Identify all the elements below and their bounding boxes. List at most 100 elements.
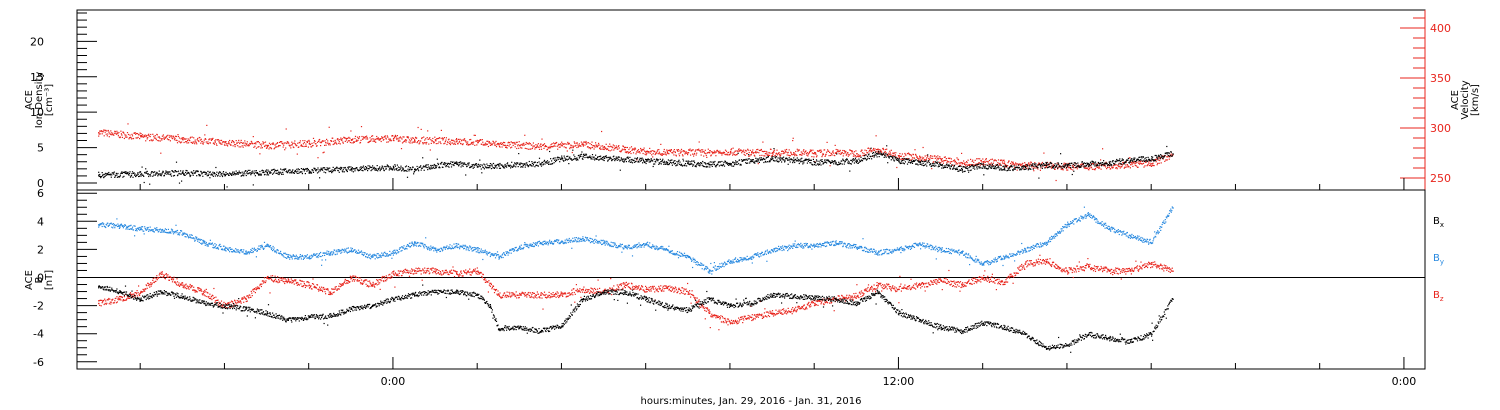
density-point	[623, 161, 625, 163]
density-point	[821, 161, 824, 163]
by-point	[152, 229, 154, 231]
velocity-point	[710, 154, 712, 156]
density-point	[479, 166, 481, 168]
velocity-point	[955, 162, 958, 164]
density-point	[947, 165, 949, 167]
density-point	[1056, 164, 1058, 166]
velocity-point	[230, 144, 232, 146]
by-point	[101, 222, 103, 224]
density-point	[948, 165, 950, 167]
velocity-point	[942, 160, 944, 162]
velocity-point	[208, 139, 210, 141]
velocity-point	[232, 140, 234, 142]
velocity-point	[959, 162, 961, 164]
velocity-point	[1003, 159, 1005, 161]
by-point	[369, 257, 371, 259]
density-point	[1095, 163, 1097, 165]
velocity-point	[307, 146, 309, 148]
velocity-point	[639, 152, 641, 154]
by-point	[273, 249, 275, 251]
density-point	[304, 173, 306, 175]
velocity-point	[1108, 166, 1110, 168]
density-point	[173, 174, 176, 177]
density-point	[262, 171, 264, 174]
velocity-point	[1159, 157, 1161, 159]
density-point	[768, 160, 771, 162]
density-data-point	[140, 173, 142, 176]
velocity-point	[883, 149, 885, 151]
by-point	[147, 226, 149, 229]
velocity-point	[676, 149, 678, 151]
velocity-point	[352, 138, 354, 140]
velocity-data-point	[624, 149, 626, 151]
density-point	[1122, 159, 1124, 161]
density-point	[531, 161, 533, 163]
velocity-point	[171, 137, 173, 139]
velocity-point	[808, 151, 810, 153]
velocity-point	[813, 156, 815, 158]
velocity-point	[689, 149, 691, 151]
velocity-point	[206, 124, 208, 126]
density-point	[704, 166, 706, 168]
velocity-point	[199, 139, 201, 141]
velocity-point	[168, 139, 170, 141]
velocity-point	[792, 137, 794, 139]
by-point	[287, 255, 289, 257]
by-point	[146, 229, 148, 231]
velocity-point	[167, 134, 169, 136]
density-point	[728, 163, 730, 165]
density-point	[724, 161, 727, 163]
density-point	[566, 159, 568, 161]
by-point	[134, 225, 136, 227]
density-point	[731, 165, 733, 167]
density-point	[682, 158, 684, 160]
velocity-point	[1001, 159, 1003, 161]
velocity-point	[495, 140, 497, 142]
velocity-point	[328, 126, 330, 128]
density-point	[995, 168, 997, 170]
by-point	[99, 224, 101, 226]
density-point	[213, 172, 215, 174]
by-point	[176, 232, 178, 234]
density-point	[603, 159, 605, 162]
density-point	[1094, 161, 1097, 163]
density-point	[786, 158, 788, 160]
by-point	[312, 255, 314, 257]
density-data-point	[561, 158, 563, 160]
velocity-point	[870, 151, 872, 153]
velocity-data-point	[1130, 164, 1132, 166]
density-point	[779, 156, 781, 158]
density-point	[169, 174, 171, 176]
density-point	[657, 159, 659, 161]
velocity-point	[443, 137, 445, 139]
by-point	[138, 228, 140, 230]
density-point	[592, 158, 594, 160]
velocity-point	[637, 151, 639, 153]
density-point	[953, 164, 956, 166]
density-point	[381, 165, 383, 167]
density-point	[487, 165, 489, 167]
velocity-point	[161, 135, 163, 137]
velocity-point	[689, 148, 691, 150]
by-point	[229, 247, 231, 249]
density-point	[218, 172, 220, 174]
density-point	[733, 165, 735, 167]
velocity-point	[754, 155, 756, 157]
density-point	[159, 174, 161, 176]
velocity-point	[239, 141, 241, 143]
density-point	[319, 170, 321, 172]
density-point	[623, 160, 625, 162]
density-point	[160, 173, 162, 175]
velocity-point	[705, 154, 707, 157]
velocity-point	[676, 149, 679, 152]
velocity-point	[585, 143, 588, 145]
density-point	[347, 166, 349, 168]
velocity-point	[174, 135, 177, 137]
velocity-point	[1055, 179, 1057, 182]
bottom-panel-frame	[76, 189, 1426, 370]
by-point	[300, 258, 302, 260]
velocity-point	[223, 141, 225, 143]
velocity-point	[761, 154, 763, 156]
density-point	[1167, 152, 1169, 154]
density-point	[554, 157, 556, 159]
